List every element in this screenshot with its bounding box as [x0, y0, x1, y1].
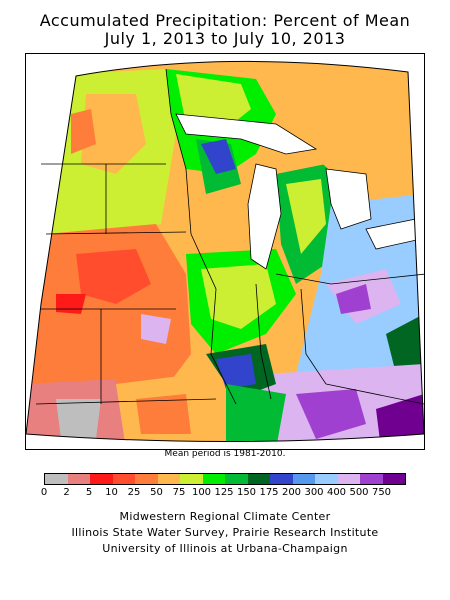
legend-swatch	[112, 474, 135, 484]
credit-uiuc: University of Illinois at Urbana-Champai…	[102, 542, 348, 555]
map-date-range: July 1, 2013 to July 10, 2013	[104, 29, 346, 48]
legend-swatch	[90, 474, 113, 484]
legend-swatch	[382, 474, 405, 484]
legend-swatch	[67, 474, 90, 484]
legend-swatch	[135, 474, 158, 484]
legend-tick-label: 5	[85, 487, 93, 498]
map-title: Accumulated Precipitation: Percent of Me…	[39, 11, 411, 30]
legend-swatch	[270, 474, 293, 484]
credit-mrcc: Midwestern Regional Climate Center	[119, 510, 331, 523]
legend-tick-label: 400	[326, 487, 347, 498]
legend-tick-label: 500	[349, 487, 369, 498]
legend-tick-label: 750	[371, 487, 392, 498]
legend-labels: 0 2 5 10 25 50 75 100 125 150 175 200 300 400 500 750	[40, 487, 404, 501]
legend-swatch	[292, 474, 315, 484]
legend-swatch	[225, 474, 248, 484]
legend-tick-label: 100	[191, 487, 212, 498]
legend-tick-label: 75	[172, 487, 186, 498]
legend-tick-label: 200	[281, 487, 302, 498]
map-svg	[26, 60, 424, 442]
legend-tick-label: 10	[105, 487, 118, 498]
legend-tick-label: 50	[150, 487, 163, 498]
legend-tick-label: 125	[214, 487, 234, 498]
legend-color-bar	[44, 473, 406, 485]
legend-swatch	[180, 474, 203, 484]
legend-tick-label: 25	[127, 487, 141, 498]
legend-tick-label: 2	[63, 487, 70, 498]
legend-swatch	[315, 474, 338, 484]
mean-period-note: Mean period is 1981-2010.	[164, 449, 286, 459]
legend-swatch	[157, 474, 180, 484]
legend-swatch	[360, 474, 383, 484]
legend-tick-label: 0	[40, 487, 48, 498]
legend-tick-label: 150	[236, 487, 257, 498]
legend-swatch	[337, 474, 360, 484]
legend-swatch	[45, 474, 68, 484]
credit-isws: Illinois State Water Survey, Prairie Res…	[71, 526, 379, 539]
legend-swatch	[202, 474, 225, 484]
legend-tick-label: 300	[304, 487, 324, 498]
precipitation-map	[25, 53, 425, 450]
legend-swatch	[247, 474, 270, 484]
legend-tick-label: 175	[259, 487, 279, 498]
